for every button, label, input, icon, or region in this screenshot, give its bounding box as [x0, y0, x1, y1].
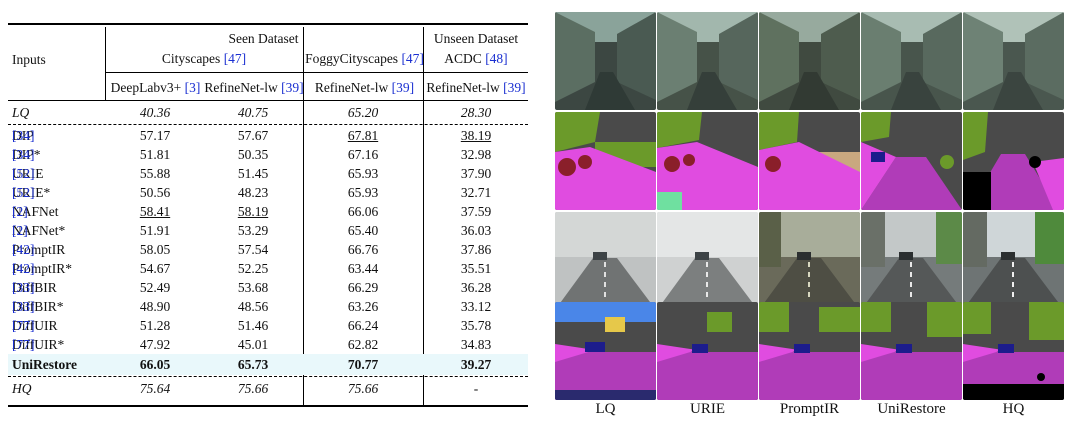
vrule-2 [303, 27, 304, 405]
vrule-3 [423, 27, 424, 405]
photo-street-urie [657, 12, 758, 110]
column-label-promptir: PromptIR [779, 401, 840, 417]
table-row: DiffUIR [77] 51.28 51.46 66.24 35.78 [12, 318, 492, 333]
table-row: PromptIR* [42] 54.67 52.25 63.44 35.51 [12, 261, 492, 276]
dashed-rule [8, 124, 528, 125]
segmap-street-unirestore [861, 112, 962, 210]
table-row: DIP* [34] 51.81 50.35 67.16 32.98 [12, 147, 492, 162]
segmap-street-promptir [759, 112, 860, 210]
header-cityscapes: Cityscapes [47] [161, 51, 247, 66]
segmap-foggy-urie [657, 302, 758, 400]
column-label-urie: URIE [690, 401, 725, 417]
table-row: NAFNet* [2] 51.91 53.29 65.40 36.03 [12, 223, 492, 238]
table-row: PromptIR [42] 58.05 57.54 66.76 37.86 [12, 242, 492, 257]
table-row: URIE* [52] 50.56 48.23 65.93 32.71 [12, 185, 492, 200]
column-label-hq: HQ [1002, 401, 1025, 417]
table-bottom-rule [8, 405, 528, 407]
photo-foggy-urie [657, 212, 758, 310]
header-model-deeplab: DeepLabv3+ [3] [110, 80, 201, 95]
header-foggycityscapes: FoggyCityscapes [47] [305, 51, 424, 66]
header-model-refinenet-1: RefineNet-lw [39] [204, 80, 304, 95]
table-row: LQ 40.36 40.75 65.20 28.30 [12, 105, 492, 120]
column-label-unirestore: UniRestore [877, 401, 946, 417]
table-row-highlight: UniRestore 66.05 65.73 70.77 39.27 [8, 354, 528, 375]
segmap-foggy-hq [963, 302, 1064, 400]
photo-foggy-hq [963, 212, 1064, 310]
table-row: DiffBIR* [33] 48.90 48.56 63.26 33.12 [12, 299, 492, 314]
photo-foggy-lq [555, 212, 656, 310]
header-seen-dataset: Seen Dataset [228, 31, 299, 46]
segmap-foggy-lq [555, 302, 656, 400]
header-model-refinenet-3: RefineNet-lw [39] [426, 80, 526, 95]
header-bottom-rule [8, 100, 528, 101]
header-acdc: ACDC [48] [444, 51, 508, 66]
vrule-1 [105, 27, 106, 101]
dashed-rule [8, 376, 528, 377]
photo-street-promptir [759, 12, 860, 110]
table-row: DiffUIR* [77] 47.92 45.01 62.82 34.83 [12, 337, 492, 352]
header-model-refinenet-2: RefineNet-lw [39] [314, 80, 415, 95]
photo-street-unirestore [861, 12, 962, 110]
header-mid-rule [106, 72, 528, 73]
table-row: URIE [52] 55.88 51.45 65.93 37.90 [12, 166, 492, 181]
photo-street-hq [963, 12, 1064, 110]
table-row: HQ 75.64 75.66 75.66- [12, 381, 479, 396]
table-row: NAFNet [2] 58.41 58.19 66.06 37.59 [12, 204, 492, 219]
column-label-lq: LQ [595, 401, 616, 417]
photo-foggy-promptir [759, 212, 860, 310]
table-row: DiffBIR [33] 52.49 53.68 66.29 36.28 [12, 280, 492, 295]
segmap-street-hq [963, 112, 1064, 210]
segmap-foggy-unirestore [861, 302, 962, 400]
segmap-street-lq [555, 112, 656, 210]
photo-foggy-unirestore [861, 212, 962, 310]
segmap-street-urie [657, 112, 758, 210]
header-inputs: Inputs [12, 52, 46, 67]
header-unseen-dataset: Unseen Dataset [433, 31, 519, 46]
segmap-foggy-promptir [759, 302, 860, 400]
table-top-rule [8, 23, 528, 25]
photo-street-lq [555, 12, 656, 110]
table-row: DIP [34] 57.17 57.67 67.81 38.19 [12, 128, 492, 143]
